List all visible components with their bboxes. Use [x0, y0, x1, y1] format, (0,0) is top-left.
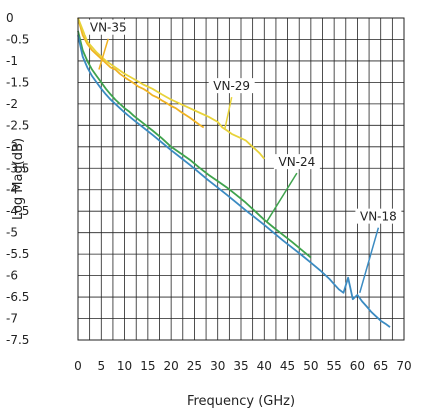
series-label-vn-18: VN-18 — [360, 210, 397, 224]
series-lines — [77, 17, 391, 328]
y-tick-label: -6 — [6, 269, 18, 283]
x-tick-label: 30 — [210, 359, 225, 373]
x-tick-label: 70 — [396, 359, 411, 373]
y-tick-label: -7.5 — [6, 333, 29, 347]
y-axis-title: Log Mag(dB) — [11, 138, 26, 220]
series-line-vn-18 — [77, 35, 391, 328]
x-tick-label: 0 — [74, 359, 82, 373]
x-tick-label: 55 — [327, 359, 342, 373]
callout-leader-vn-29 — [223, 96, 233, 130]
y-tick-label: -5 — [6, 226, 18, 240]
x-axis-title: Frequency (GHz) — [187, 394, 295, 409]
callout-leader-vn-18 — [359, 227, 380, 293]
x-tick-label: 20 — [164, 359, 179, 373]
y-tick-label: -1.5 — [6, 75, 29, 89]
y-tick-label: -3.5 — [6, 161, 29, 175]
plot-frame — [77, 17, 405, 341]
y-tick-label: -3 — [6, 140, 18, 154]
x-tick-label: 35 — [233, 359, 248, 373]
callout-box-vn-18 — [355, 208, 402, 224]
series-label-vn-29: VN-29 — [213, 79, 250, 93]
y-tick-label: -5.5 — [6, 247, 29, 261]
y-tick-label: -0.5 — [6, 32, 29, 46]
series-line-vn-24 — [77, 30, 312, 259]
callout-box-vn-24 — [273, 154, 320, 170]
series-line-vn-29 — [77, 17, 265, 160]
series-label-vn-35: VN-35 — [90, 21, 127, 35]
callout-leader-vn-35 — [98, 38, 109, 70]
series-label-vn-24: VN-24 — [278, 155, 315, 169]
callout-leader-vn-24 — [265, 172, 298, 223]
x-tick-label: 10 — [117, 359, 132, 373]
y-tick-label: -4 — [6, 183, 18, 197]
x-tick-label: 40 — [257, 359, 272, 373]
x-tick-label: 45 — [280, 359, 295, 373]
y-tick-label: -2.5 — [6, 118, 29, 132]
y-tick-label: -2 — [6, 97, 18, 111]
callout-box-vn-35 — [85, 19, 132, 35]
x-tick-label: 50 — [303, 359, 318, 373]
y-tick-label: 0 — [6, 11, 14, 25]
x-tick-label: 60 — [350, 359, 365, 373]
callout-box-vn-29 — [208, 78, 255, 94]
grid — [77, 17, 405, 341]
x-tick-label: 65 — [373, 359, 388, 373]
x-tick-label: 25 — [187, 359, 202, 373]
tick-labels: 0 -0.5 -1 -1.5 -2 -2.5 -3 -3.5 -4 -4.5 -5 -5.5 -6 -6.… — [6, 11, 412, 373]
y-tick-label: -7 — [6, 312, 18, 326]
x-tick-label: 15 — [140, 359, 155, 373]
series-line-vn-35 — [77, 17, 205, 129]
y-tick-label: -1 — [6, 54, 18, 68]
series-callouts: VN-35 VN-29 VN-24 VN-18 — [85, 19, 402, 293]
y-tick-label: -4.5 — [6, 204, 29, 218]
x-tick-label: 5 — [97, 359, 105, 373]
y-tick-label: -6.5 — [6, 290, 29, 304]
